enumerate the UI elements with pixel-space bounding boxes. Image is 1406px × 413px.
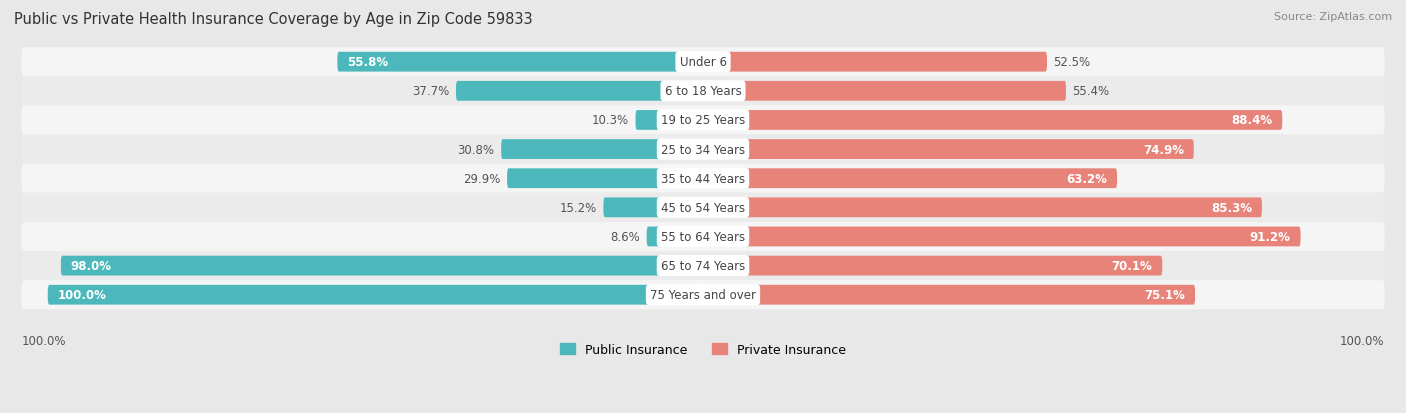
Text: 25 to 34 Years: 25 to 34 Years (661, 143, 745, 156)
Text: 6 to 18 Years: 6 to 18 Years (665, 85, 741, 98)
FancyBboxPatch shape (636, 111, 703, 131)
Text: 98.0%: 98.0% (70, 259, 111, 273)
FancyBboxPatch shape (60, 256, 703, 276)
FancyBboxPatch shape (21, 77, 1385, 106)
FancyBboxPatch shape (703, 256, 1163, 276)
Text: 15.2%: 15.2% (560, 202, 598, 214)
FancyBboxPatch shape (703, 140, 1194, 159)
Text: 55.8%: 55.8% (347, 56, 388, 69)
Text: 63.2%: 63.2% (1066, 172, 1108, 185)
FancyBboxPatch shape (703, 285, 1195, 305)
FancyBboxPatch shape (703, 227, 1301, 247)
FancyBboxPatch shape (337, 52, 703, 72)
FancyBboxPatch shape (647, 227, 703, 247)
FancyBboxPatch shape (21, 106, 1385, 135)
FancyBboxPatch shape (703, 169, 1118, 189)
Text: 100.0%: 100.0% (21, 334, 66, 347)
Text: 75.1%: 75.1% (1144, 289, 1185, 301)
Text: 100.0%: 100.0% (1340, 334, 1385, 347)
Text: 91.2%: 91.2% (1250, 230, 1291, 243)
FancyBboxPatch shape (21, 252, 1385, 280)
FancyBboxPatch shape (501, 140, 703, 159)
Text: Public vs Private Health Insurance Coverage by Age in Zip Code 59833: Public vs Private Health Insurance Cover… (14, 12, 533, 27)
Legend: Public Insurance, Private Insurance: Public Insurance, Private Insurance (555, 338, 851, 361)
Text: 74.9%: 74.9% (1143, 143, 1184, 156)
FancyBboxPatch shape (456, 82, 703, 102)
Text: 70.1%: 70.1% (1112, 259, 1153, 273)
Text: 10.3%: 10.3% (592, 114, 628, 127)
Text: 55 to 64 Years: 55 to 64 Years (661, 230, 745, 243)
FancyBboxPatch shape (48, 285, 703, 305)
Text: 75 Years and over: 75 Years and over (650, 289, 756, 301)
Text: 8.6%: 8.6% (610, 230, 640, 243)
FancyBboxPatch shape (603, 198, 703, 218)
Text: Source: ZipAtlas.com: Source: ZipAtlas.com (1274, 12, 1392, 22)
FancyBboxPatch shape (703, 82, 1066, 102)
FancyBboxPatch shape (703, 111, 1282, 131)
Text: 52.5%: 52.5% (1053, 56, 1091, 69)
Text: 35 to 44 Years: 35 to 44 Years (661, 172, 745, 185)
FancyBboxPatch shape (508, 169, 703, 189)
FancyBboxPatch shape (21, 164, 1385, 193)
Text: 19 to 25 Years: 19 to 25 Years (661, 114, 745, 127)
FancyBboxPatch shape (21, 135, 1385, 164)
Text: 29.9%: 29.9% (463, 172, 501, 185)
FancyBboxPatch shape (703, 198, 1263, 218)
FancyBboxPatch shape (21, 280, 1385, 309)
Text: 85.3%: 85.3% (1211, 202, 1253, 214)
Text: 100.0%: 100.0% (58, 289, 107, 301)
Text: 65 to 74 Years: 65 to 74 Years (661, 259, 745, 273)
Text: 37.7%: 37.7% (412, 85, 450, 98)
FancyBboxPatch shape (21, 48, 1385, 77)
Text: 55.4%: 55.4% (1073, 85, 1109, 98)
FancyBboxPatch shape (21, 222, 1385, 252)
Text: 30.8%: 30.8% (457, 143, 495, 156)
FancyBboxPatch shape (703, 52, 1047, 72)
Text: Under 6: Under 6 (679, 56, 727, 69)
Text: 45 to 54 Years: 45 to 54 Years (661, 202, 745, 214)
FancyBboxPatch shape (21, 193, 1385, 222)
Text: 88.4%: 88.4% (1232, 114, 1272, 127)
